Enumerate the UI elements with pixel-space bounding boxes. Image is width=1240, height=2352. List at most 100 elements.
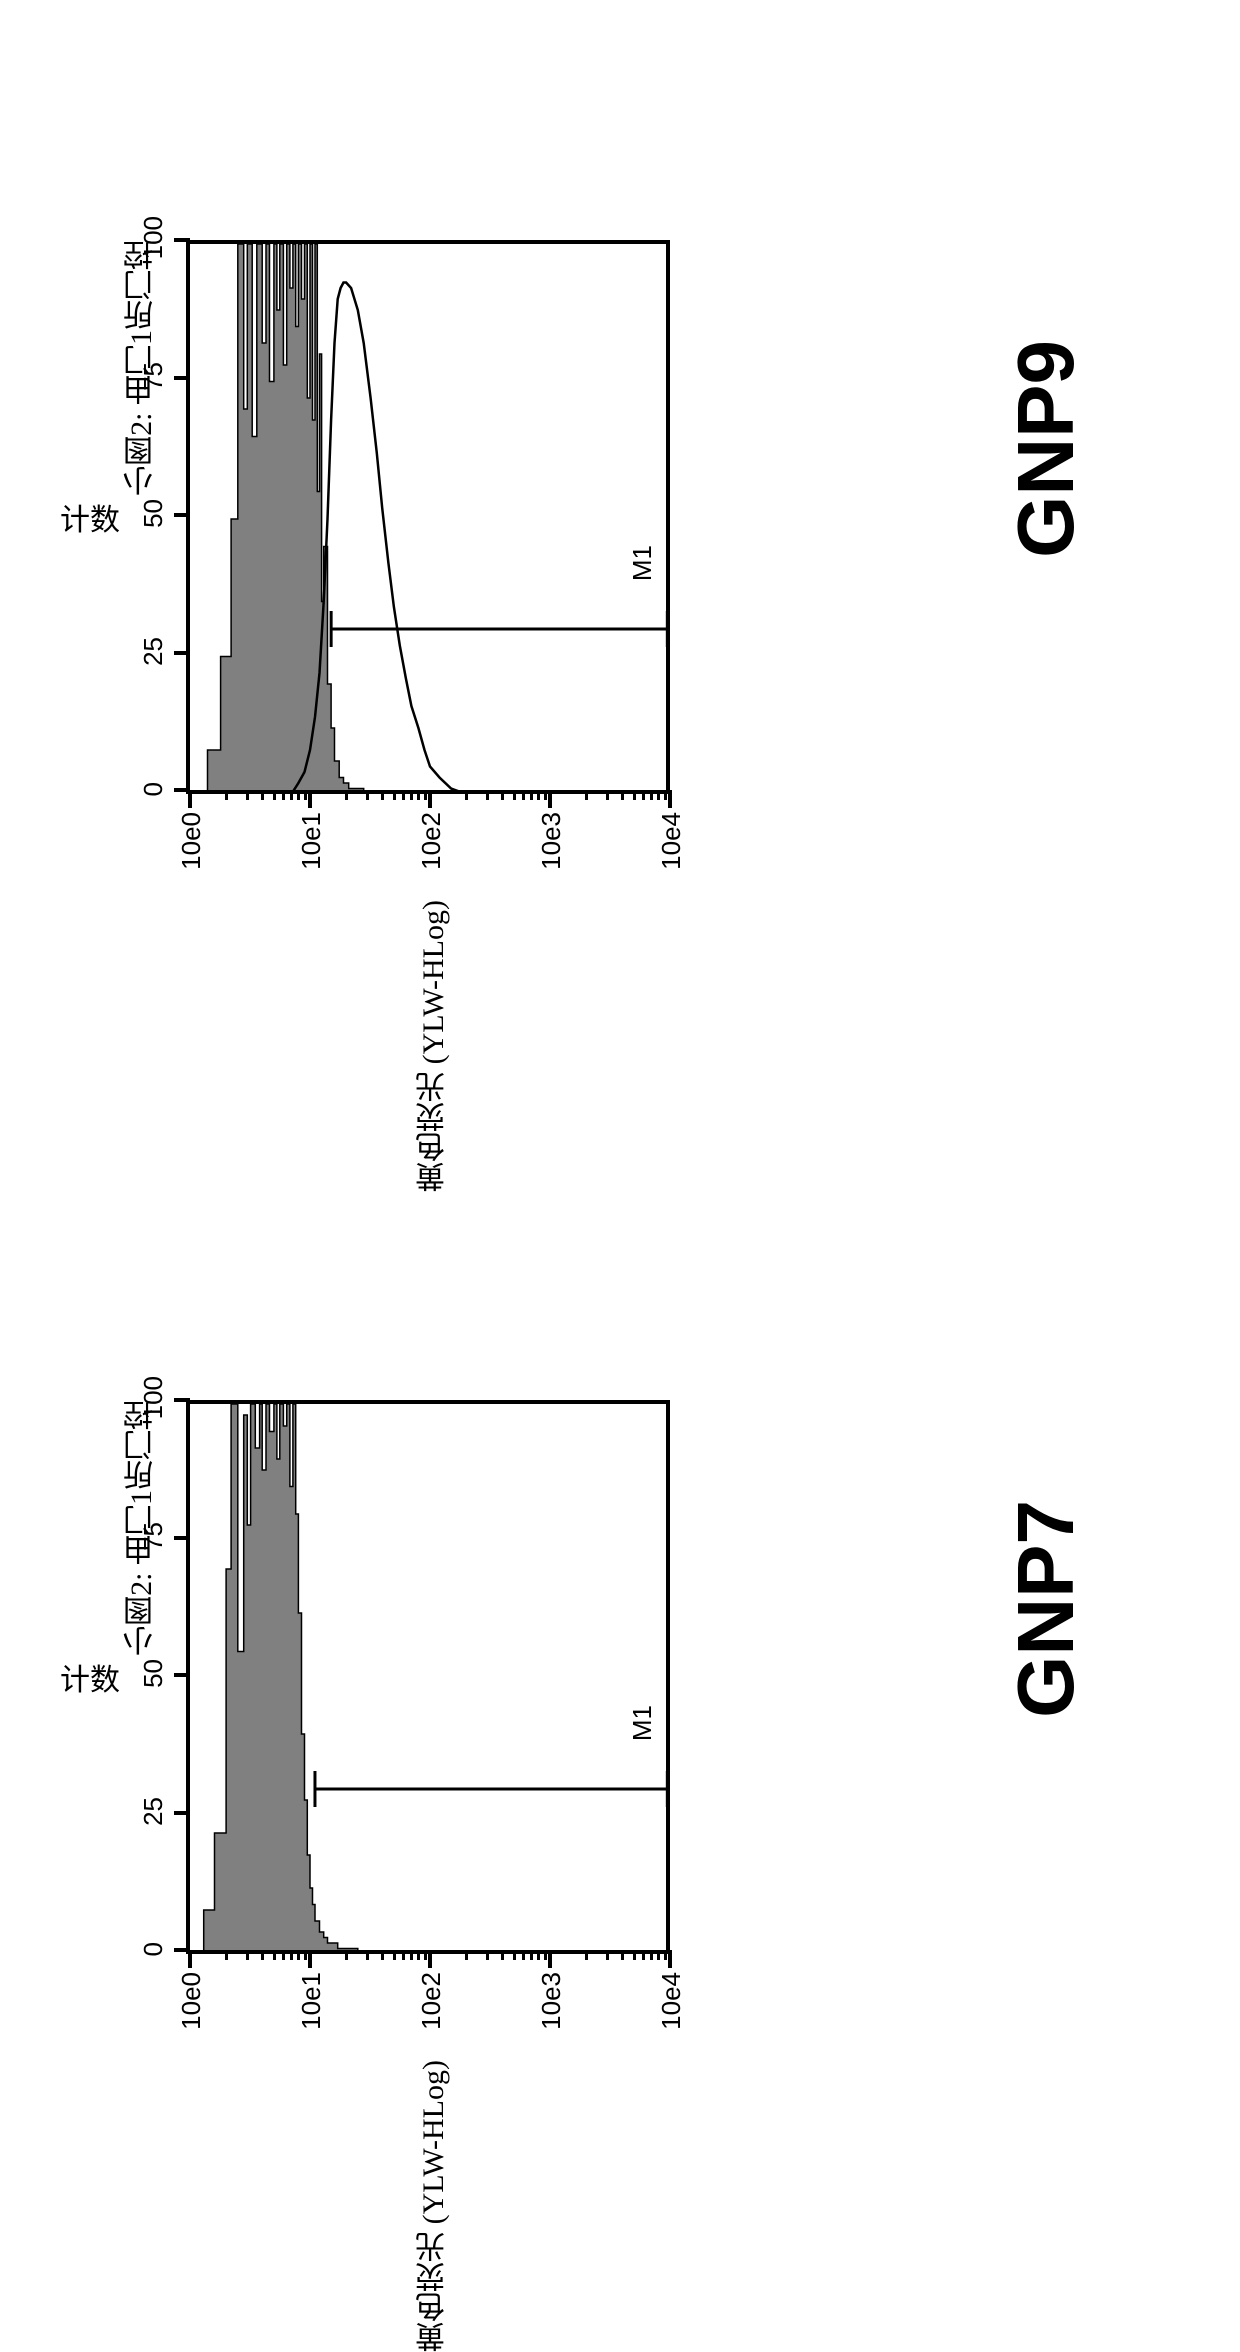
x-tick-minor — [530, 1950, 533, 1960]
x-tick-major — [668, 1950, 672, 1968]
x-tick-label: 10e2 — [416, 812, 447, 870]
y-tick-label: 50 — [138, 1659, 169, 1688]
x-tick-minor — [513, 790, 516, 800]
marker-label: M1 — [627, 545, 658, 581]
y-tick-label: 25 — [138, 1797, 169, 1826]
x-tick-major — [308, 1950, 312, 1968]
y-axis-label: 计数 — [60, 495, 120, 539]
x-tick-minor — [633, 790, 636, 800]
x-tick-minor — [621, 1950, 624, 1960]
x-tick-minor — [664, 1950, 667, 1960]
x-tick-major — [428, 1950, 432, 1968]
x-tick-minor — [465, 1950, 468, 1960]
x-tick-label: 10e3 — [536, 1972, 567, 2030]
x-tick-minor — [544, 790, 547, 800]
x-tick-minor — [410, 1950, 413, 1960]
y-tick-label: 100 — [138, 216, 169, 259]
x-tick-label: 10e1 — [296, 812, 327, 870]
x-tick-minor — [345, 1950, 348, 1960]
x-tick-minor — [261, 1950, 264, 1960]
y-tick-label: 0 — [138, 1942, 169, 1956]
x-tick-minor — [402, 1950, 405, 1960]
x-tick-minor — [642, 1950, 645, 1960]
x-tick-minor — [424, 790, 427, 800]
x-tick-minor — [657, 1950, 660, 1960]
x-tick-major — [548, 1950, 552, 1968]
x-tick-minor — [366, 790, 369, 800]
x-tick-minor — [261, 790, 264, 800]
x-tick-minor — [486, 790, 489, 800]
x-tick-minor — [486, 1950, 489, 1960]
y-tick-label: 100 — [138, 1376, 169, 1419]
x-tick-minor — [225, 790, 228, 800]
x-tick-minor — [410, 790, 413, 800]
y-tick — [174, 1811, 190, 1815]
x-axis-label: 黄色荧光 (YLW-HLog) — [412, 900, 456, 1192]
x-tick-label: 10e0 — [176, 812, 207, 870]
x-tick-major — [668, 790, 672, 808]
x-tick-minor — [282, 1950, 285, 1960]
x-tick-major — [428, 790, 432, 808]
x-tick-minor — [606, 1950, 609, 1960]
x-tick-minor — [650, 790, 653, 800]
x-tick-minor — [501, 1950, 504, 1960]
x-tick-label: 10e4 — [656, 812, 687, 870]
x-tick-minor — [225, 1950, 228, 1960]
x-tick-minor — [585, 1950, 588, 1960]
x-tick-label: 10e1 — [296, 1972, 327, 2030]
x-tick-minor — [424, 1950, 427, 1960]
y-tick — [174, 1536, 190, 1540]
x-tick-major — [188, 1950, 192, 1968]
panel-big-label: GNP9 — [1000, 340, 1092, 558]
marker-m1 — [315, 1771, 667, 1807]
x-tick-minor — [297, 790, 300, 800]
y-tick — [174, 651, 190, 655]
x-tick-label: 10e0 — [176, 1972, 207, 2030]
x-tick-minor — [544, 1950, 547, 1960]
y-tick — [174, 1398, 190, 1402]
x-tick-minor — [273, 790, 276, 800]
x-tick-minor — [606, 790, 609, 800]
x-tick-minor — [657, 790, 660, 800]
x-tick-minor — [290, 1950, 293, 1960]
x-tick-minor — [530, 790, 533, 800]
panel-gnp9: 小图2: 由门1所门控M1025507510010e010e110e210e31… — [0, 40, 1240, 1140]
x-tick-minor — [282, 790, 285, 800]
panel-gnp7: 小图2: 由门1所门控M1025507510010e010e110e210e31… — [0, 1200, 1240, 2300]
y-tick-label: 25 — [138, 637, 169, 666]
y-tick — [174, 238, 190, 242]
x-tick-minor — [246, 1950, 249, 1960]
x-tick-minor — [393, 790, 396, 800]
x-axis-label: 黄色荧光 (YLW-HLog) — [412, 2060, 456, 2352]
marker-label: M1 — [627, 1705, 658, 1741]
x-tick-minor — [417, 790, 420, 800]
y-tick-label: 75 — [138, 362, 169, 391]
x-tick-minor — [621, 790, 624, 800]
x-tick-minor — [366, 1950, 369, 1960]
x-tick-major — [188, 790, 192, 808]
x-tick-minor — [345, 790, 348, 800]
y-tick-label: 50 — [138, 499, 169, 528]
x-tick-minor — [513, 1950, 516, 1960]
x-tick-minor — [664, 790, 667, 800]
x-tick-minor — [522, 790, 525, 800]
x-tick-minor — [290, 790, 293, 800]
x-tick-label: 10e2 — [416, 1972, 447, 2030]
x-tick-minor — [417, 1950, 420, 1960]
x-tick-minor — [246, 790, 249, 800]
x-tick-minor — [537, 790, 540, 800]
x-tick-minor — [381, 1950, 384, 1960]
x-tick-minor — [522, 1950, 525, 1960]
y-tick — [174, 376, 190, 380]
y-tick — [174, 513, 190, 517]
x-tick-minor — [537, 1950, 540, 1960]
x-tick-minor — [393, 1950, 396, 1960]
x-tick-minor — [585, 790, 588, 800]
chart-svg — [190, 1404, 670, 1954]
x-tick-minor — [304, 1950, 307, 1960]
y-tick — [174, 1673, 190, 1677]
x-tick-minor — [273, 1950, 276, 1960]
x-tick-major — [548, 790, 552, 808]
panel-big-label: GNP7 — [1000, 1500, 1092, 1718]
x-tick-minor — [633, 1950, 636, 1960]
